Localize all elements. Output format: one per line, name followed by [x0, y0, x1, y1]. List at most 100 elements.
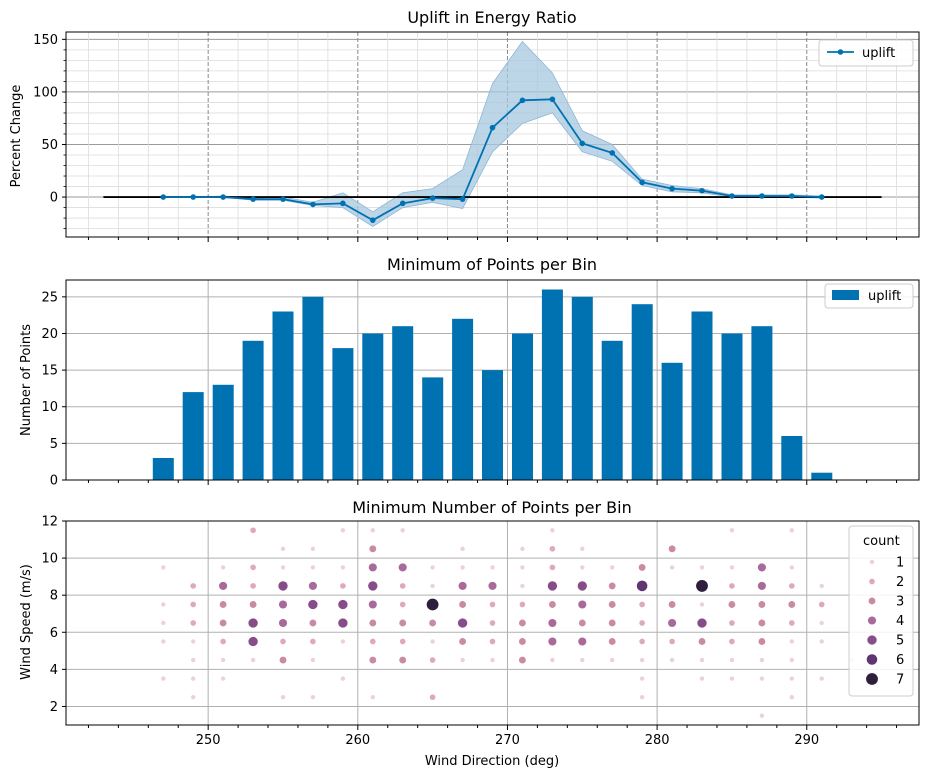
scatter-point	[426, 598, 439, 611]
scatter-point	[369, 619, 377, 627]
scatter-point	[280, 565, 286, 570]
scatter-point	[699, 676, 705, 681]
legend-label-uplift: uplift	[868, 289, 901, 304]
scatter-point	[161, 676, 166, 681]
scatter-point	[669, 657, 675, 663]
uplift-line-chart: Uplift in Energy Ratio Percent Change 0 5…	[9, 8, 920, 242]
scatter-point	[460, 657, 465, 663]
scatter-point	[370, 695, 375, 700]
scatter-point	[191, 695, 196, 700]
scatter-point	[729, 657, 735, 663]
scatter-point	[789, 695, 794, 700]
legend[interactable]: uplift	[824, 283, 914, 309]
scatter-point	[789, 676, 794, 681]
scatter-point	[460, 546, 465, 551]
scatter-point	[819, 676, 824, 681]
scatter-point	[369, 545, 377, 553]
scatter-point	[161, 565, 166, 570]
y-tick-label: 4	[50, 663, 58, 678]
scatter-point	[550, 657, 555, 663]
uplift-point	[280, 196, 286, 202]
legend-marker	[866, 654, 878, 665]
scatter-point	[369, 656, 377, 664]
y-tick-label: 15	[41, 364, 58, 379]
axes-frame	[65, 520, 920, 726]
legend[interactable]: count 1 2 3 4 5 6 7	[848, 525, 914, 697]
scatter-point	[789, 565, 794, 570]
scatter-point	[669, 638, 675, 645]
scatter-point	[250, 527, 256, 534]
scatter-point	[580, 565, 585, 570]
legend-label-count: 4	[896, 614, 904, 629]
uplift-point	[519, 97, 526, 104]
scatter-point	[608, 601, 616, 608]
scatter-point	[549, 545, 556, 552]
scatter-point	[729, 638, 735, 645]
scatter-point	[338, 618, 348, 628]
scatter-point	[489, 601, 496, 608]
scatter-point	[190, 583, 197, 589]
scatter-point	[310, 565, 316, 570]
axis-ticks: 250 260 270 280 290 2 4 6 8 10 12	[41, 515, 898, 748]
scatter-point	[161, 602, 166, 607]
scatter-point	[638, 563, 646, 571]
uplift-point	[669, 185, 675, 192]
uplift-point	[818, 194, 825, 200]
legend-marker	[867, 616, 877, 625]
scatter-point	[399, 583, 406, 589]
scatter-point	[429, 694, 436, 701]
scatter-point	[759, 676, 765, 681]
uplift-point	[250, 196, 256, 202]
scatter-point	[459, 638, 467, 645]
scatter-point	[310, 638, 316, 645]
scatter-point	[191, 657, 196, 663]
y-tick-label: 2	[50, 700, 58, 715]
scatter-point	[429, 657, 436, 663]
bar	[601, 340, 623, 480]
legend-label-uplift: uplift	[862, 46, 895, 61]
uplift-point	[609, 150, 616, 156]
scatter-point	[250, 583, 256, 589]
legend-marker	[869, 559, 875, 565]
bar	[751, 326, 773, 480]
scatter-point	[161, 620, 166, 626]
y-axis-label-wind-speed: Wind Speed (m/s)	[19, 564, 34, 680]
bar	[212, 384, 234, 480]
scatter-point	[757, 563, 766, 572]
scatter-point	[310, 546, 316, 551]
scatter-point	[639, 620, 645, 626]
legend-marker	[866, 673, 878, 685]
scatter-point	[578, 600, 587, 609]
scatter-point	[459, 601, 467, 608]
uplift-point	[399, 200, 406, 207]
x-tick-label: 290	[794, 733, 819, 748]
axes-frame	[65, 31, 920, 238]
scatter-point	[580, 546, 585, 551]
chart-title-min-points: Minimum of Points per Bin	[387, 255, 597, 274]
scatter-point	[190, 601, 197, 608]
y-tick-label: 10	[41, 400, 58, 415]
scatter-point	[340, 676, 346, 681]
scatter-points	[161, 527, 854, 718]
scatter-point	[578, 637, 587, 646]
legend-marker	[868, 597, 876, 605]
legend[interactable]: uplift	[818, 39, 914, 67]
legend-box	[848, 525, 914, 697]
y-tick-label: 150	[33, 33, 58, 48]
x-tick-label: 260	[345, 733, 370, 748]
scatter-point	[280, 638, 286, 645]
bar	[182, 392, 204, 480]
scatter-point	[668, 618, 677, 628]
scatter-point	[729, 676, 735, 681]
scatter-point	[728, 601, 736, 608]
scatter-point	[399, 656, 407, 664]
bar	[392, 326, 414, 480]
x-tick-label: 270	[495, 733, 520, 748]
scatter-point	[757, 581, 766, 590]
scatter-point	[668, 601, 676, 608]
uplift-point	[190, 194, 197, 200]
scatter-point	[759, 657, 765, 663]
scatter-point	[520, 565, 525, 570]
scatter-point	[696, 579, 708, 592]
uplift-point	[220, 194, 226, 200]
